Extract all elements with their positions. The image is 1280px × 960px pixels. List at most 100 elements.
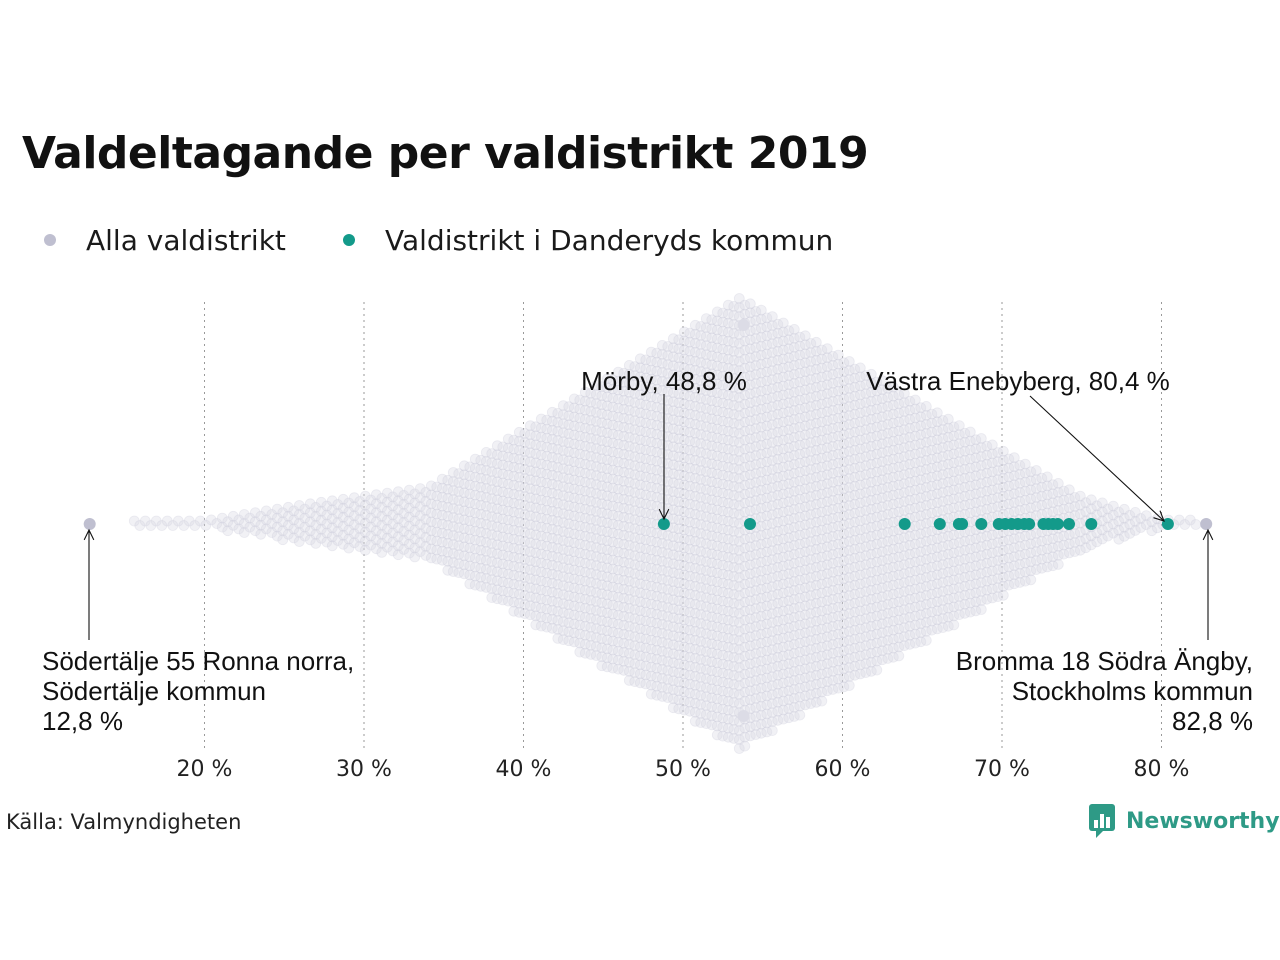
swarm-dot	[546, 406, 558, 418]
swarm-dot	[425, 507, 437, 519]
swarm-dot	[398, 535, 410, 546]
swarm-dot	[568, 393, 580, 405]
swarm-dot	[464, 488, 476, 500]
swarm-dot	[524, 519, 536, 531]
swarm-dot	[183, 515, 195, 527]
swarm-dot	[194, 515, 206, 527]
swarm-dot	[277, 525, 289, 537]
swarm-dot	[568, 528, 580, 540]
swarm-dot	[513, 525, 525, 537]
swarm-dot	[436, 500, 448, 512]
swarm-dot	[260, 514, 272, 526]
swarm-dot	[376, 492, 388, 504]
swarm-dot	[502, 586, 514, 598]
swarm-dot	[387, 545, 399, 557]
swarm-dot	[442, 474, 454, 486]
swarm-dot	[332, 526, 344, 537]
swarm-dot	[524, 438, 536, 450]
swarm-dot	[365, 503, 377, 515]
swarm-dot	[436, 491, 448, 503]
swarm-dot	[546, 559, 558, 571]
swarm-dot	[546, 595, 558, 607]
swarm-dot	[557, 436, 569, 448]
swarm-dot	[535, 602, 547, 614]
swarm-dot	[524, 591, 536, 603]
swarm-dot	[431, 535, 443, 547]
swarm-dot	[497, 567, 509, 579]
swarm-dot	[524, 492, 536, 504]
swarm-dot	[546, 550, 558, 562]
swarm-dot	[453, 477, 465, 489]
swarm-dot	[491, 557, 503, 569]
swarm-dot	[513, 426, 525, 438]
swarm-dot	[480, 519, 492, 530]
swarm-dot	[557, 562, 569, 573]
swarm-dot	[315, 532, 327, 544]
swarm-dot	[519, 518, 531, 529]
x-tick-label: 20 %	[177, 757, 233, 782]
swarm-dot	[216, 512, 228, 524]
swarm-dot	[409, 497, 421, 509]
swarm-dot	[530, 592, 542, 604]
swarm-dot	[398, 489, 410, 501]
swarm-dot	[288, 532, 300, 544]
swarm-dot	[128, 515, 140, 527]
x-tick-label: 30 %	[336, 757, 392, 782]
swarm-dot	[508, 515, 520, 527]
swarm-dot	[568, 609, 580, 621]
swarm-dot	[535, 593, 547, 605]
swarm-dot	[497, 585, 509, 597]
swarm-dot	[535, 503, 547, 515]
swarm-dot	[420, 514, 432, 525]
swarm-dot	[381, 505, 393, 517]
point-danderyd	[933, 518, 946, 530]
swarm-dot	[557, 526, 569, 537]
swarm-dot	[376, 529, 388, 540]
swarm-dot	[447, 566, 459, 577]
swarm-dot	[508, 596, 520, 608]
swarm-dot	[513, 489, 525, 501]
swarm-dot	[293, 518, 305, 529]
swarm-dot	[354, 496, 366, 507]
swarm-dot	[563, 401, 575, 413]
swarm-dot	[568, 411, 580, 423]
swarm-dot	[519, 455, 531, 466]
swarm-dot	[469, 579, 481, 591]
swarm-dot	[458, 541, 470, 553]
swarm-dot	[491, 539, 503, 551]
swarm-dot	[403, 520, 415, 532]
swarm-dot	[530, 538, 542, 550]
swarm-dot	[530, 493, 542, 505]
swarm-dot	[563, 527, 575, 539]
legend-dot-gray	[44, 234, 56, 246]
swarm-dot	[568, 447, 580, 459]
swarm-dot	[414, 519, 426, 530]
swarm-dot	[337, 502, 349, 514]
swarm-dot	[486, 484, 498, 496]
swarm-dot	[392, 531, 404, 543]
swarm-dot	[260, 505, 272, 517]
swarm-dot	[332, 499, 344, 510]
swarm-dot	[535, 620, 547, 632]
swarm-dot	[524, 465, 536, 477]
swarm-dot	[541, 558, 553, 570]
swarm-dot	[414, 492, 426, 504]
swarm-dot	[524, 483, 536, 495]
swarm-dot	[392, 540, 404, 552]
swarm-dot	[376, 538, 388, 549]
swarm-dot	[486, 493, 498, 505]
swarm-dot	[497, 468, 509, 480]
swarm-dot	[447, 548, 459, 559]
point-alla-valdistrikt	[1200, 518, 1213, 530]
swarm-dot	[453, 522, 465, 533]
swarm-dot	[464, 560, 476, 572]
swarm-dot	[513, 579, 525, 591]
swarm-dot	[497, 531, 509, 543]
swarm-dot	[893, 650, 905, 662]
swarm-dot	[513, 435, 525, 447]
swarm-dot	[557, 472, 569, 484]
swarm-dot	[557, 571, 569, 582]
swarm-dot	[491, 575, 503, 587]
swarm-dot	[332, 508, 344, 519]
swarm-dot	[343, 542, 355, 554]
